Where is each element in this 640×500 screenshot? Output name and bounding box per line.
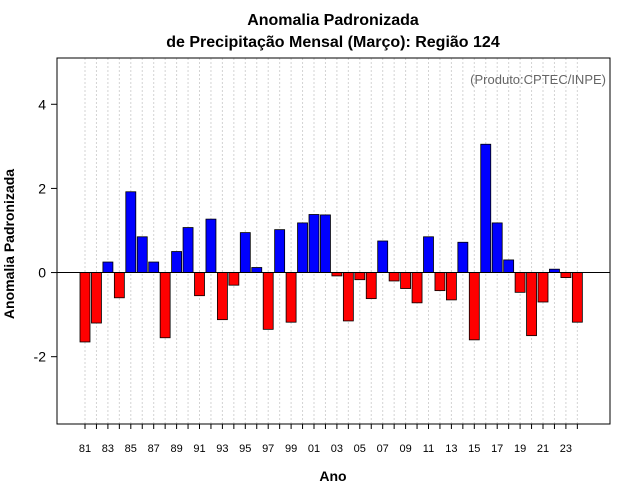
bar-2019: [514, 272, 526, 293]
y-axis: -2 0 2 4: [34, 96, 57, 365]
bar-1988: [159, 272, 171, 339]
bar-1989: [171, 251, 183, 273]
bar-2000: [297, 222, 308, 273]
x-tick-label: 23: [560, 443, 572, 455]
chart-title-line1: Anomalia Padronizada: [247, 12, 419, 29]
bar-1992: [205, 218, 217, 273]
x-tick-label: 09: [399, 443, 411, 455]
y-tick-label: 2: [38, 180, 46, 196]
x-tick-label: 97: [262, 443, 274, 455]
y-axis-title: Anomalia Padronizada: [1, 169, 17, 319]
bar-1993: [216, 272, 228, 321]
x-tick-label: 07: [377, 443, 389, 455]
x-tick-label: 91: [193, 443, 205, 455]
bar-2012: [434, 272, 446, 292]
bar-1982: [91, 272, 102, 324]
x-tick-label: 21: [537, 443, 549, 455]
x-tick-label: 89: [170, 443, 182, 455]
x-tick-label: 87: [148, 443, 160, 455]
bar-2001: [308, 214, 320, 273]
x-tick-label: 99: [285, 443, 297, 455]
x-tick-label: 19: [514, 443, 526, 455]
bar-2007: [377, 240, 389, 273]
bar-2010: [411, 272, 423, 304]
bar-1987: [148, 261, 160, 273]
bar-1990: [182, 227, 194, 273]
bar-2008: [388, 272, 400, 282]
bar-2018: [503, 259, 515, 273]
bar-1999: [285, 272, 297, 323]
y-tick-label: 4: [38, 96, 46, 112]
bars: [79, 143, 583, 343]
chart-title-line2: de Precipitação Mensal (Março): Região 1…: [166, 34, 500, 51]
bar-1995: [239, 232, 251, 273]
x-axis-title: Ano: [319, 468, 346, 484]
x-tick-label: 05: [354, 443, 366, 455]
bar-2002: [320, 214, 331, 273]
bar-2024: [571, 272, 583, 323]
bar-1985: [125, 191, 137, 273]
plot-frame: [56, 57, 611, 425]
bar-1996: [251, 267, 263, 273]
bar-1994: [228, 272, 240, 286]
bar-2020: [526, 272, 537, 337]
bar-1983: [102, 261, 114, 273]
bar-1997: [262, 272, 274, 330]
x-tick-label: 83: [102, 443, 114, 455]
x-tick-label: 01: [308, 443, 320, 455]
y-tick-label: -2: [34, 349, 47, 365]
x-tick-label: 85: [125, 443, 137, 455]
x-tick-label: 11: [423, 443, 434, 455]
bar-1981: [79, 272, 91, 343]
bar-1991: [194, 272, 205, 297]
bar-2021: [537, 272, 549, 303]
x-tick-label: 95: [239, 443, 251, 455]
credit-label: (Produto:CPTEC/INPE): [470, 72, 606, 87]
grid-lines: [84, 58, 578, 424]
bar-2004: [342, 272, 354, 322]
x-tick-label: 81: [79, 443, 91, 455]
bar-2016: [480, 143, 492, 273]
x-tick-label: 03: [331, 443, 343, 455]
bar-2006: [365, 272, 377, 300]
bar-2011: [423, 236, 434, 273]
bar-2022: [549, 268, 560, 273]
y-tick-label: 0: [38, 265, 46, 281]
bar-2015: [468, 272, 480, 341]
bar-2023: [560, 272, 572, 279]
bar-2003: [331, 272, 343, 277]
bar-2017: [491, 222, 503, 273]
x-tick-label: 17: [491, 443, 503, 455]
bar-2014: [457, 241, 469, 273]
bar-1998: [274, 229, 286, 273]
bar-2005: [354, 272, 366, 281]
bar-2009: [400, 272, 412, 289]
bar-1986: [136, 236, 148, 273]
x-tick-label: 93: [216, 443, 228, 455]
x-tick-label: 13: [445, 443, 457, 455]
bar-1984: [113, 272, 125, 299]
bar-2013: [445, 272, 457, 301]
x-axis: 81 83 85 87 89 91 93 95 97 99 01 03 05 07 09 11 13 15 17 19…: [79, 424, 578, 455]
x-tick-label: 15: [468, 443, 480, 455]
